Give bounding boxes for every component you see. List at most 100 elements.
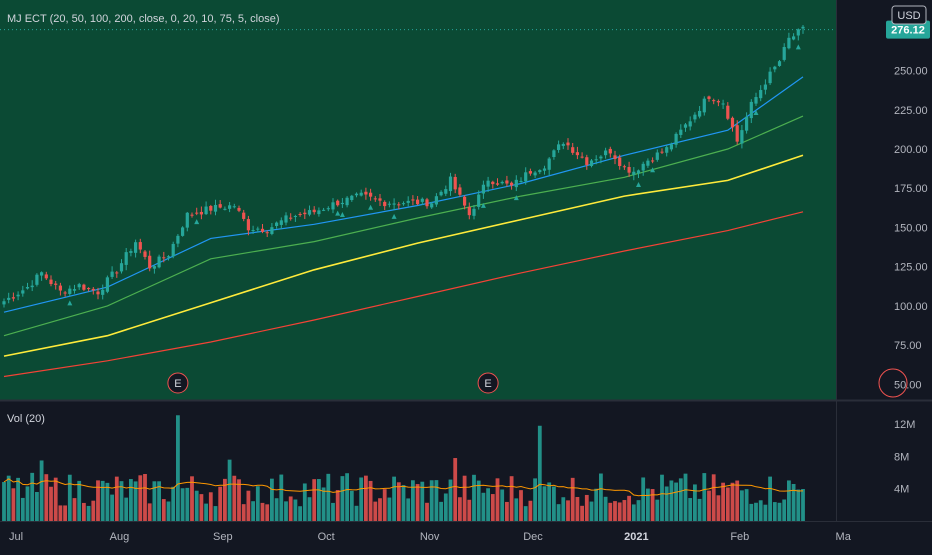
volume-bar (519, 490, 523, 521)
volume-bar (190, 476, 194, 521)
volume-bar (114, 476, 119, 521)
candle-body (472, 208, 476, 216)
candle-body (524, 172, 528, 182)
candle-body (124, 252, 128, 265)
candle-body (416, 199, 420, 205)
candle-body (54, 283, 58, 285)
candle-body (660, 151, 664, 153)
candle-body (439, 191, 443, 196)
candle-body (312, 209, 316, 213)
volume-bar (396, 482, 401, 521)
volume-bar (476, 480, 481, 521)
candle-body (575, 152, 579, 156)
price-axis-panel[interactable] (836, 0, 932, 550)
volume-bar (373, 501, 378, 521)
volume-bar (270, 478, 274, 521)
candle-body (716, 101, 720, 103)
volume-legend[interactable]: Vol (20) (7, 413, 45, 425)
candle-body (481, 184, 485, 194)
candle-body (651, 160, 655, 162)
candle-body (129, 251, 133, 253)
price-tick-label: 225.00 (894, 105, 928, 117)
volume-bar (53, 477, 58, 521)
candle-body (209, 205, 213, 211)
volume-bar (486, 488, 490, 521)
candle-body (68, 288, 72, 294)
time-label: Ma (836, 531, 852, 543)
volume-bar (711, 474, 716, 521)
candle-body (495, 183, 500, 185)
signal-arrow (480, 202, 486, 208)
volume-bar (537, 425, 542, 521)
signal-arrow (513, 195, 519, 201)
volume-bar (161, 499, 166, 521)
volume-bar (472, 474, 476, 521)
volume-bar (500, 489, 505, 521)
candle-body (101, 289, 105, 295)
candle-body (636, 170, 641, 174)
volume-bar (415, 484, 420, 521)
volume-bar (660, 474, 664, 521)
candle-body (566, 142, 570, 146)
candle-body (627, 167, 631, 173)
candle-body (707, 96, 711, 99)
volume-bar (302, 483, 307, 521)
volume-bar (744, 489, 749, 521)
candle-body (260, 228, 265, 232)
volume-bar (406, 498, 411, 521)
volume-bar (707, 490, 711, 521)
earnings-marker-label: E (174, 378, 181, 390)
volume-bar (782, 499, 787, 521)
indicator-legend[interactable]: MJ ECT (20, 50, 100, 200, close, 0, 20, … (7, 13, 280, 25)
candle-body (270, 227, 274, 234)
candle-body (434, 196, 438, 205)
candle-body (585, 157, 589, 165)
candle-body (284, 215, 288, 223)
volume-bar (255, 486, 260, 521)
volume-bar (796, 489, 801, 521)
volume-bar (439, 501, 443, 521)
time-label: Nov (420, 531, 440, 543)
volume-bar (133, 481, 138, 521)
candle-body (91, 288, 95, 291)
volume-bar (420, 481, 425, 521)
volume-bar (25, 486, 30, 521)
candle-body (430, 203, 434, 208)
volume-bar (462, 475, 467, 521)
volume-bar (72, 498, 77, 521)
time-label: Feb (730, 531, 749, 543)
volume-bar (411, 480, 415, 521)
volume-bar (631, 504, 636, 521)
currency-button[interactable]: USD (891, 5, 927, 25)
candle-body (185, 212, 189, 228)
scroll-to-latest-marker[interactable] (878, 368, 908, 398)
volume-bar (678, 478, 683, 521)
volume-bar (758, 500, 763, 521)
signal-arrow (368, 204, 374, 210)
volume-bar (331, 502, 335, 521)
volume-bar (768, 476, 772, 521)
volume-bar (147, 503, 152, 521)
time-label: Sep (213, 531, 233, 543)
candle-body (289, 217, 293, 219)
volume-bar (279, 474, 284, 521)
candle-body (96, 291, 100, 295)
time-label: Dec (523, 531, 543, 543)
volume-bar (49, 486, 53, 521)
candle-body (369, 192, 373, 197)
candle-body (162, 257, 166, 259)
volume-bar (697, 498, 702, 521)
earnings-marker (167, 372, 189, 394)
volume-bar (119, 481, 124, 521)
candle-body (547, 158, 551, 170)
candle-body (87, 288, 91, 290)
candle-body (571, 147, 575, 153)
candle-body (82, 284, 86, 290)
volume-bar (321, 487, 326, 521)
volume-bar (354, 505, 359, 521)
volume-bar (143, 474, 147, 521)
ma-line-50 (3, 115, 804, 337)
candle-body (350, 195, 354, 201)
volume-bar (349, 490, 354, 521)
